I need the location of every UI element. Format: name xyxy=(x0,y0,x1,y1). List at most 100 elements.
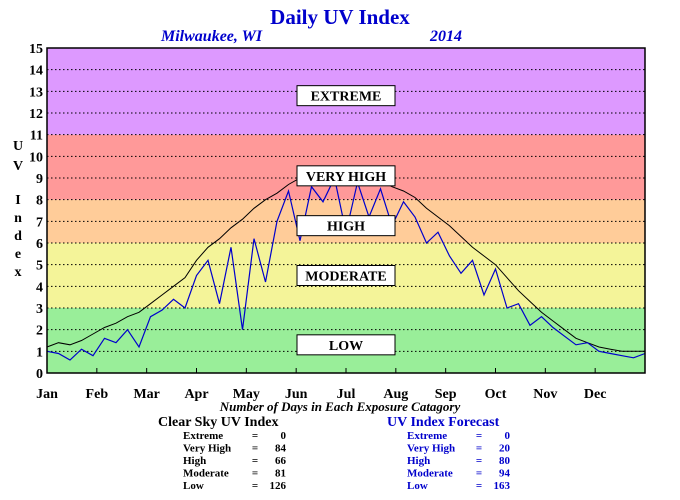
band-label-text: EXTREME xyxy=(311,90,382,105)
x-tick-label: Dec xyxy=(584,387,607,402)
band-label-extreme: EXTREME xyxy=(296,85,396,107)
x-tick-label: Jan xyxy=(36,387,58,402)
stat-label: High xyxy=(407,455,430,467)
stat-eq: = xyxy=(476,480,482,492)
clear-sky-title: Clear Sky UV Index xyxy=(158,415,278,430)
y-tick-label: 6 xyxy=(36,237,43,252)
x-tick-label: Jun xyxy=(285,387,308,402)
x-tick-label: Aug xyxy=(383,387,408,402)
stat-value: 84 xyxy=(275,443,287,455)
stat-row: Extreme = 0 xyxy=(183,430,287,442)
y-tick-label: 10 xyxy=(29,150,43,165)
stat-eq: = xyxy=(252,443,258,455)
stat-row: Low = 163 xyxy=(407,480,511,492)
forecast-title: UV Index Forecast xyxy=(387,415,500,430)
band-label-box xyxy=(296,334,396,356)
stat-label: Extreme xyxy=(183,430,223,442)
stat-value: 163 xyxy=(494,480,511,492)
stat-label: Extreme xyxy=(407,430,447,442)
y-tick-label: 4 xyxy=(36,280,43,295)
band-labels: LOW MODERATE HIGH VERY HIGH EXTREME xyxy=(296,85,396,356)
y-tick-label: 13 xyxy=(29,85,43,100)
x-tick-label: Nov xyxy=(533,387,557,402)
y-tick-label: 7 xyxy=(36,215,43,230)
x-tick-label: Feb xyxy=(86,387,109,402)
plot-frame xyxy=(46,47,646,374)
stat-eq: = xyxy=(476,468,482,480)
y-axis-label-letter: V xyxy=(13,159,23,174)
y-tick-label: 12 xyxy=(29,107,43,122)
stat-row: Extreme = 0 xyxy=(407,430,511,442)
stat-eq: = xyxy=(252,430,258,442)
stat-row: Moderate = 81 xyxy=(183,468,286,480)
stat-label: High xyxy=(183,455,206,467)
stat-label: Moderate xyxy=(407,468,453,480)
stat-eq: = xyxy=(252,468,258,480)
y-tick-label: 1 xyxy=(36,345,43,360)
y-axis-label-letter: I xyxy=(15,193,20,208)
chart-title: Daily UV Index xyxy=(270,5,410,29)
stat-value: 126 xyxy=(270,480,287,492)
stat-eq: = xyxy=(476,455,482,467)
band-label-very-high: VERY HIGH xyxy=(296,165,396,187)
stat-row: Low = 126 xyxy=(183,480,287,492)
stat-row: Moderate = 94 xyxy=(407,468,511,480)
stat-value: 66 xyxy=(275,455,287,467)
stat-value: 80 xyxy=(499,455,511,467)
stat-eq: = xyxy=(476,443,482,455)
stat-label: Very High xyxy=(183,443,231,455)
band-label-text: HIGH xyxy=(327,220,365,235)
y-axis-label-letter: x xyxy=(15,265,22,280)
y-axis-label-letter: d xyxy=(14,229,22,244)
stat-eq: = xyxy=(252,480,258,492)
stat-value: 81 xyxy=(275,468,286,480)
y-tick-label: 5 xyxy=(36,259,43,274)
x-tick-label: Oct xyxy=(485,387,507,402)
clear-sky-stats: Clear Sky UV Index Extreme = 0 Very High = 84… xyxy=(158,415,287,492)
y-axis-label-letter: e xyxy=(15,247,21,262)
stat-value: 0 xyxy=(281,430,287,442)
band-label-text: VERY HIGH xyxy=(306,170,386,185)
band-label-box xyxy=(296,85,396,107)
y-tick-label: 0 xyxy=(36,367,43,382)
x-axis-ticks: Jan Feb Mar Apr May Jun Jul Aug Sep Oct Nov Dec xyxy=(36,368,606,402)
stat-value: 94 xyxy=(499,468,511,480)
y-tick-label: 2 xyxy=(36,324,43,339)
stat-row: Very High = 20 xyxy=(407,443,511,455)
stat-label: Low xyxy=(407,480,428,492)
x-tick-label: Mar xyxy=(133,387,159,402)
band-label-box xyxy=(296,215,396,237)
stat-row: High = 66 xyxy=(183,455,287,467)
y-tick-label: 11 xyxy=(30,129,43,144)
x-tick-label: May xyxy=(233,387,260,402)
y-axis-label-letter: U xyxy=(13,139,23,154)
x-tick-label: Sep xyxy=(435,387,457,402)
y-tick-label: 15 xyxy=(29,42,43,57)
chart-year: 2014 xyxy=(429,28,462,45)
y-tick-label: 8 xyxy=(36,194,43,209)
y-tick-label: 14 xyxy=(29,64,43,79)
stat-label: Low xyxy=(183,480,204,492)
x-tick-label: Apr xyxy=(184,387,208,402)
stat-value: 20 xyxy=(499,443,511,455)
band-label-box xyxy=(296,165,396,187)
y-axis-label-letter: n xyxy=(14,211,22,226)
stat-eq: = xyxy=(252,455,258,467)
chart-location: Milwaukee, WI xyxy=(160,28,263,45)
y-axis-label: UV Index xyxy=(13,139,23,280)
band-label-high: HIGH xyxy=(296,215,396,237)
y-tick-label: 3 xyxy=(36,302,43,317)
band-label-low: LOW xyxy=(296,334,396,356)
band-label-moderate: MODERATE xyxy=(296,265,396,286)
band-label-box xyxy=(296,265,396,286)
band-label-text: MODERATE xyxy=(305,270,386,285)
stat-label: Moderate xyxy=(183,468,229,480)
x-tick-label: Jul xyxy=(337,387,356,402)
days-note: Number of Days in Each Exposure Catagory xyxy=(219,399,461,414)
stat-row: High = 80 xyxy=(407,455,511,467)
stat-eq: = xyxy=(476,430,482,442)
band-label-text: LOW xyxy=(329,339,363,354)
